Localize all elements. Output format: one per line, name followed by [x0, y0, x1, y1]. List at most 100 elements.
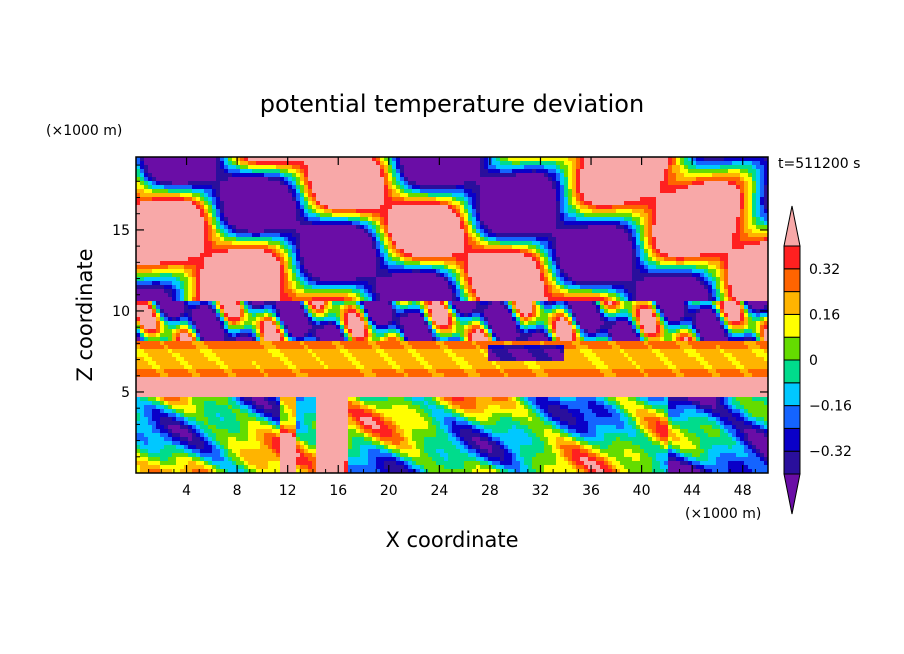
- field-cell: [576, 249, 581, 254]
- field-cell: [452, 157, 457, 162]
- field-cell: [644, 225, 649, 230]
- field-cell: [284, 261, 289, 266]
- field-cell: [556, 177, 561, 182]
- field-cell: [452, 237, 457, 242]
- field-cell: [700, 201, 705, 206]
- field-cell: [208, 213, 213, 218]
- field-cell: [316, 209, 321, 214]
- field-cell: [292, 157, 297, 162]
- field-cell: [456, 213, 461, 218]
- field-cell: [568, 157, 573, 162]
- field-cell: [356, 233, 361, 238]
- field-cell: [312, 161, 317, 166]
- field-cell: [740, 217, 745, 222]
- field-cell: [472, 217, 477, 222]
- field-cell: [148, 201, 153, 206]
- field-cell: [440, 201, 445, 206]
- field-cell: [524, 185, 529, 190]
- field-cell: [508, 181, 513, 186]
- field-cell: [508, 241, 513, 246]
- field-cell: [556, 197, 561, 202]
- field-cell: [440, 261, 445, 266]
- field-cell: [588, 157, 593, 162]
- field-cell: [396, 201, 401, 206]
- field-cell: [456, 229, 461, 234]
- field-cell: [668, 197, 673, 202]
- field-cell: [420, 181, 425, 186]
- field-cell: [460, 261, 465, 266]
- field-cell: [416, 201, 421, 206]
- field-cell: [184, 181, 189, 186]
- field-cell: [496, 229, 501, 234]
- field-cell: [356, 161, 361, 166]
- field-cell: [744, 169, 749, 174]
- field-cell: [636, 157, 641, 162]
- field-cell: [228, 221, 233, 226]
- field-cell: [176, 193, 181, 198]
- field-cell: [744, 237, 749, 242]
- field-cell: [336, 277, 341, 282]
- field-cell: [648, 233, 653, 238]
- field-cell: [384, 193, 389, 198]
- field-cell: [176, 201, 181, 206]
- field-cell: [272, 269, 277, 274]
- field-cell: [164, 249, 169, 254]
- field-cell: [144, 209, 149, 214]
- field-cell: [344, 261, 349, 266]
- field-cell: [548, 249, 553, 254]
- field-cell: [300, 269, 305, 274]
- field-cell: [616, 221, 621, 226]
- field-cell: [664, 185, 669, 190]
- field-cell: [160, 205, 165, 210]
- field-cell: [696, 237, 701, 242]
- field-cell: [164, 233, 169, 238]
- field-cell: [400, 245, 405, 250]
- field-cell: [540, 189, 545, 194]
- field-cell: [280, 277, 285, 282]
- field-cell: [152, 201, 157, 206]
- field-cell: [388, 165, 393, 170]
- field-cell: [644, 201, 649, 206]
- field-cell: [440, 245, 445, 250]
- field-cell: [288, 233, 293, 238]
- field-cell: [392, 209, 397, 214]
- field-cell: [756, 177, 761, 182]
- field-cell: [688, 229, 693, 234]
- field-cell: [464, 201, 469, 206]
- field-cell: [372, 157, 377, 162]
- field-cell: [468, 161, 473, 166]
- field-cell: [732, 165, 737, 170]
- field-cell: [640, 181, 645, 186]
- field-cell: [668, 173, 673, 178]
- field-cell: [368, 265, 373, 270]
- field-cell: [760, 205, 765, 210]
- field-cell: [396, 169, 401, 174]
- field-cell: [400, 229, 405, 234]
- field-cell: [528, 269, 533, 274]
- field-cell: [496, 205, 501, 210]
- field-cell: [468, 265, 473, 270]
- field-cell: [764, 265, 769, 270]
- field-cell: [180, 177, 185, 182]
- field-cell: [644, 245, 649, 250]
- field-cell: [668, 257, 673, 262]
- field-cell: [640, 185, 645, 190]
- field-cell: [752, 229, 757, 234]
- field-cell: [188, 229, 193, 234]
- field-cell: [304, 277, 309, 282]
- field-cell: [552, 197, 557, 202]
- field-cell: [588, 273, 593, 278]
- field-cell: [380, 229, 385, 234]
- field-cell: [648, 177, 653, 182]
- field-cell: [584, 277, 589, 282]
- field-cell: [512, 181, 517, 186]
- field-cell: [640, 169, 645, 174]
- field-cell: [220, 245, 225, 250]
- field-cell: [180, 157, 185, 162]
- field-cell: [136, 157, 141, 162]
- field-cell: [412, 213, 417, 218]
- field-cell: [628, 225, 633, 230]
- field-cell: [428, 277, 433, 282]
- field-cell: [384, 169, 389, 174]
- field-cell: [296, 169, 301, 174]
